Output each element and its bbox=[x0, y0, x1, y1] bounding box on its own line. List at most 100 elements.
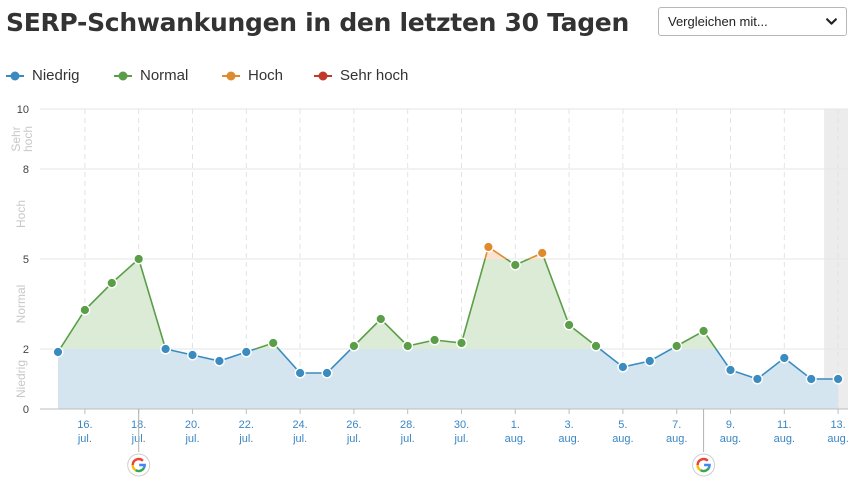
x-tick-label-month: aug. bbox=[774, 433, 795, 445]
y-band-label: Niedrig bbox=[14, 360, 28, 398]
data-point[interactable] bbox=[671, 340, 683, 352]
data-point[interactable] bbox=[294, 367, 306, 379]
data-point[interactable] bbox=[133, 253, 145, 265]
x-tick-label-day: 28. bbox=[400, 419, 415, 431]
y-band-label-line: Sehr bbox=[9, 126, 23, 151]
y-band-label: Normal bbox=[14, 285, 28, 324]
data-point[interactable] bbox=[348, 340, 360, 352]
x-tick-label-day: 1. bbox=[511, 419, 520, 431]
x-tick-label-month: jul. bbox=[346, 433, 361, 445]
x-tick-label-day: 20. bbox=[185, 419, 200, 431]
x-tick-label-month: jul. bbox=[77, 433, 92, 445]
x-tick-label-month: aug. bbox=[666, 433, 687, 445]
x-tick-label-day: 16. bbox=[77, 419, 92, 431]
google-badge-circle bbox=[692, 453, 716, 477]
legend-marker-icon bbox=[314, 71, 332, 81]
data-point[interactable] bbox=[832, 373, 844, 385]
legend-dot bbox=[118, 71, 128, 81]
x-tick-label-month: jul. bbox=[184, 433, 199, 445]
data-point[interactable] bbox=[509, 259, 521, 271]
x-tick-label-day: 3. bbox=[565, 419, 574, 431]
google-badge-circle bbox=[127, 453, 151, 477]
data-point[interactable] bbox=[563, 319, 575, 331]
data-point[interactable] bbox=[402, 340, 414, 352]
data-point[interactable] bbox=[698, 325, 710, 337]
data-point[interactable] bbox=[482, 241, 494, 253]
data-point[interactable] bbox=[778, 352, 790, 364]
x-tick-label-month: jul. bbox=[238, 433, 253, 445]
google-arc-yellow bbox=[131, 464, 137, 472]
legend-marker-icon bbox=[6, 71, 24, 81]
x-tick-label-day: 22. bbox=[239, 419, 254, 431]
y-tick-label: 0 bbox=[23, 404, 29, 416]
data-point[interactable] bbox=[590, 340, 602, 352]
data-point[interactable] bbox=[375, 313, 387, 325]
chevron-down-icon bbox=[825, 15, 838, 31]
data-point[interactable] bbox=[160, 343, 172, 355]
y-tick-label: 2 bbox=[23, 344, 29, 356]
google-arc-red bbox=[696, 457, 709, 466]
data-point[interactable] bbox=[725, 364, 737, 376]
compare-dropdown-label: Vergleichen mit... bbox=[668, 14, 768, 29]
data-point[interactable] bbox=[751, 373, 763, 385]
legend-dot bbox=[226, 71, 236, 81]
data-point[interactable] bbox=[456, 337, 468, 349]
legend-marker-icon bbox=[222, 71, 240, 81]
data-point[interactable] bbox=[52, 346, 64, 358]
x-tick-label-day: 7. bbox=[672, 419, 681, 431]
data-point[interactable] bbox=[321, 367, 333, 379]
data-point[interactable] bbox=[805, 373, 817, 385]
x-tick-label-month: aug. bbox=[558, 433, 579, 445]
area-fill-niedrig bbox=[58, 349, 839, 409]
google-arc-blue bbox=[139, 463, 146, 469]
page-title: SERP-Schwankungen in den letzten 30 Tage… bbox=[6, 8, 629, 37]
x-tick-label-month: aug. bbox=[720, 433, 741, 445]
google-arc-red bbox=[131, 457, 144, 466]
x-tick-label-day: 26. bbox=[346, 419, 361, 431]
x-tick-label-month: aug. bbox=[505, 433, 526, 445]
legend-label: Niedrig bbox=[32, 67, 80, 84]
x-tick-label-day: 30. bbox=[454, 419, 469, 431]
google-arc-green bbox=[135, 467, 145, 473]
data-point[interactable] bbox=[186, 349, 198, 361]
x-tick-label-day: 5. bbox=[618, 419, 627, 431]
y-tick-label: 8 bbox=[23, 164, 29, 176]
google-update-icon[interactable] bbox=[127, 453, 151, 477]
legend-dot bbox=[318, 71, 328, 81]
x-tick-label-month: jul. bbox=[400, 433, 415, 445]
google-arc-yellow bbox=[696, 464, 702, 472]
data-point[interactable] bbox=[617, 361, 629, 373]
y-tick-label: 5 bbox=[23, 254, 29, 266]
data-point[interactable] bbox=[644, 355, 656, 367]
y-band-label-line: hoch bbox=[21, 126, 35, 152]
legend-dot bbox=[10, 71, 20, 81]
data-point[interactable] bbox=[106, 277, 118, 289]
data-point[interactable] bbox=[536, 247, 548, 259]
legend-label: Normal bbox=[140, 67, 189, 84]
x-tick-label-month: jul. bbox=[292, 433, 307, 445]
data-point[interactable] bbox=[79, 304, 91, 316]
google-arc-green bbox=[700, 467, 710, 473]
y-tick-label: 10 bbox=[17, 104, 29, 116]
compare-dropdown[interactable]: Vergleichen mit... bbox=[658, 7, 847, 36]
x-tick-label-month: aug. bbox=[612, 433, 633, 445]
x-tick-label-day: 24. bbox=[292, 419, 307, 431]
y-band-label: Sehrhoch bbox=[9, 126, 35, 152]
x-tick-label-month: aug. bbox=[827, 433, 848, 445]
data-point[interactable] bbox=[429, 334, 441, 346]
google-arc-blue bbox=[704, 463, 711, 469]
y-band-label: Hoch bbox=[14, 200, 28, 228]
area-fill-normal bbox=[59, 259, 717, 349]
data-point[interactable] bbox=[213, 355, 225, 367]
x-tick-label-day: 9. bbox=[726, 419, 735, 431]
x-tick-label-month: jul. bbox=[453, 433, 468, 445]
data-point[interactable] bbox=[240, 346, 252, 358]
legend-label: Hoch bbox=[248, 67, 284, 84]
legend-label: Sehr hoch bbox=[340, 67, 409, 84]
google-update-icon[interactable] bbox=[692, 453, 716, 477]
data-point[interactable] bbox=[267, 337, 279, 349]
x-tick-label-day: 13. bbox=[830, 419, 845, 431]
legend-marker-icon bbox=[114, 71, 132, 81]
series-line-normal bbox=[58, 259, 717, 349]
x-tick-label-day: 11. bbox=[777, 419, 791, 431]
